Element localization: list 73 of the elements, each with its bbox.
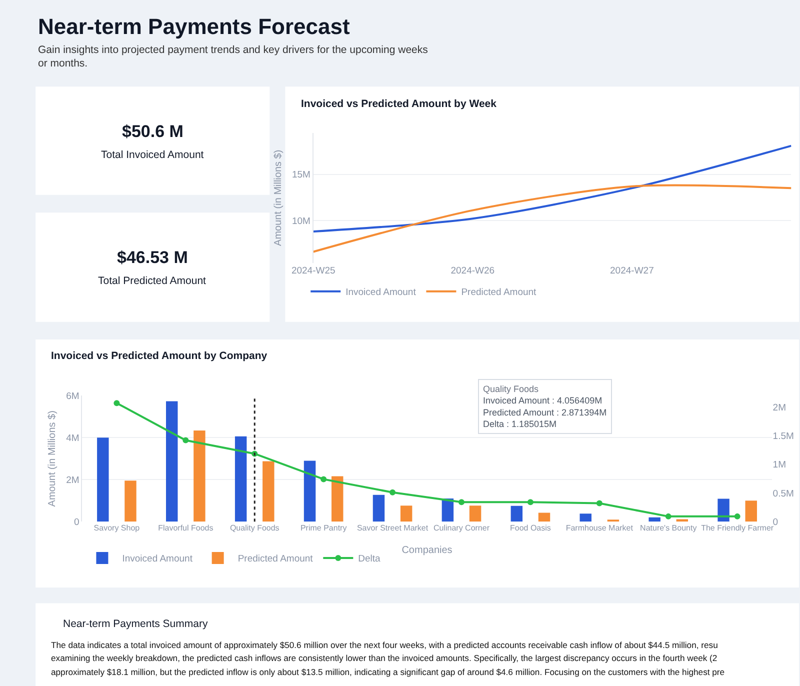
x-tick-label: Prime Pantry (300, 524, 347, 533)
point (390, 489, 396, 496)
x-tick-label: Flavorful Foods (158, 524, 214, 533)
text: approximately $18.1 million, but the predicted inflow is only about $13.5 million, indicating a significant gap of around $4.6 million. Focusing on the customers with the highest pre (51, 667, 725, 677)
y2-tick-label: 0 (772, 516, 778, 528)
text: $50.6 M (122, 122, 184, 141)
bar (400, 506, 412, 522)
bar (234, 436, 247, 522)
y2-tick-label: 2M (772, 402, 786, 414)
point (734, 513, 740, 520)
bar (372, 494, 385, 522)
bar (262, 461, 274, 522)
legend-label: Predicted Amount (238, 554, 314, 565)
text: Gain insights into projected payment trends and key drivers for the upcoming weeks or months. (38, 44, 428, 70)
bar (332, 476, 344, 522)
x-tick-label: Savory Shop (94, 524, 140, 533)
bar (124, 480, 136, 522)
y2-tick-label: 1M (772, 460, 786, 471)
x-axis-title: Companies (402, 545, 452, 556)
point (596, 500, 602, 506)
text: The data indicates a total invoiced amount of approximately $50.6 million over the next four weeks, with a predicted accounts receivable cash inflow of about $44.5 million, resu (51, 640, 718, 650)
chart-title: Invoiced vs Predicted Amount by Company (51, 350, 268, 362)
text: $46.53 M (117, 248, 188, 267)
x-tick-label: 2024-W25 (291, 265, 336, 276)
bar (510, 506, 523, 522)
y-tick-label: 10M (292, 216, 311, 227)
bar (718, 498, 730, 522)
x-tick-label: Quality Foods (230, 524, 280, 533)
annotation: Quality Foods Invoiced Amount : 4.056409M Predicted Amount : 2.871394M Delta : 1.185015M (483, 384, 607, 430)
bar (648, 517, 660, 522)
bar (194, 430, 206, 522)
line-series (313, 144, 792, 232)
bar (304, 460, 316, 522)
point (182, 437, 189, 444)
text: examining the weekly breakdown, the predicted cash inflows are consistently lower than the invoiced amounts. Specifically, the largest discrepancy occurs in the fourth week (2 (51, 653, 718, 663)
y2-tick-label: 1.5M (772, 431, 794, 442)
text: Near-term Payments Summary (63, 618, 208, 630)
point (458, 499, 464, 506)
x-tick-label: Nature's Bounty (640, 524, 697, 533)
legend-label: Invoiced Amount (346, 287, 416, 298)
bar (166, 401, 178, 522)
legend-label: Delta (358, 554, 382, 565)
bar (97, 438, 109, 522)
y-tick-label: 2M (66, 474, 80, 486)
y-tick-label: 15M (292, 170, 311, 181)
x-tick-label: 2024-W26 (450, 265, 495, 276)
y-tick-label: 4M (66, 432, 80, 444)
x-tick-label: Culinary Corner (433, 524, 490, 533)
point (665, 513, 672, 520)
y-axis-title: Amount (in Millions $) (272, 150, 284, 246)
text: Total Invoiced Amount (101, 149, 204, 161)
y-axis-title: Amount (in Millions $) (47, 410, 58, 507)
x-tick-label: Savor Street Market (356, 524, 429, 533)
legend-label: Invoiced Amount (122, 554, 193, 565)
y-tick-label: 6M (66, 390, 80, 402)
bar (580, 514, 592, 522)
bar (745, 500, 757, 522)
y-tick-label: 0 (74, 516, 80, 528)
point (527, 499, 534, 506)
point (114, 400, 120, 406)
bar (538, 512, 550, 522)
legend-label: Predicted Amount (461, 287, 537, 298)
x-tick-label: Farmhouse Market (566, 524, 634, 533)
x-tick-label: 2024-W27 (610, 265, 654, 276)
x-tick-label: The Friendly Farmer (701, 524, 774, 533)
y2-tick-label: 0.5M (772, 488, 794, 500)
line-series (313, 184, 792, 253)
x-tick-label: Food Oasis (510, 524, 551, 533)
text: Near-term Payments Forecast (38, 14, 350, 39)
bar (469, 506, 482, 522)
point (320, 476, 327, 482)
text: Total Predicted Amount (98, 275, 206, 287)
chart-title: Invoiced vs Predicted Amount by Week (301, 98, 497, 110)
